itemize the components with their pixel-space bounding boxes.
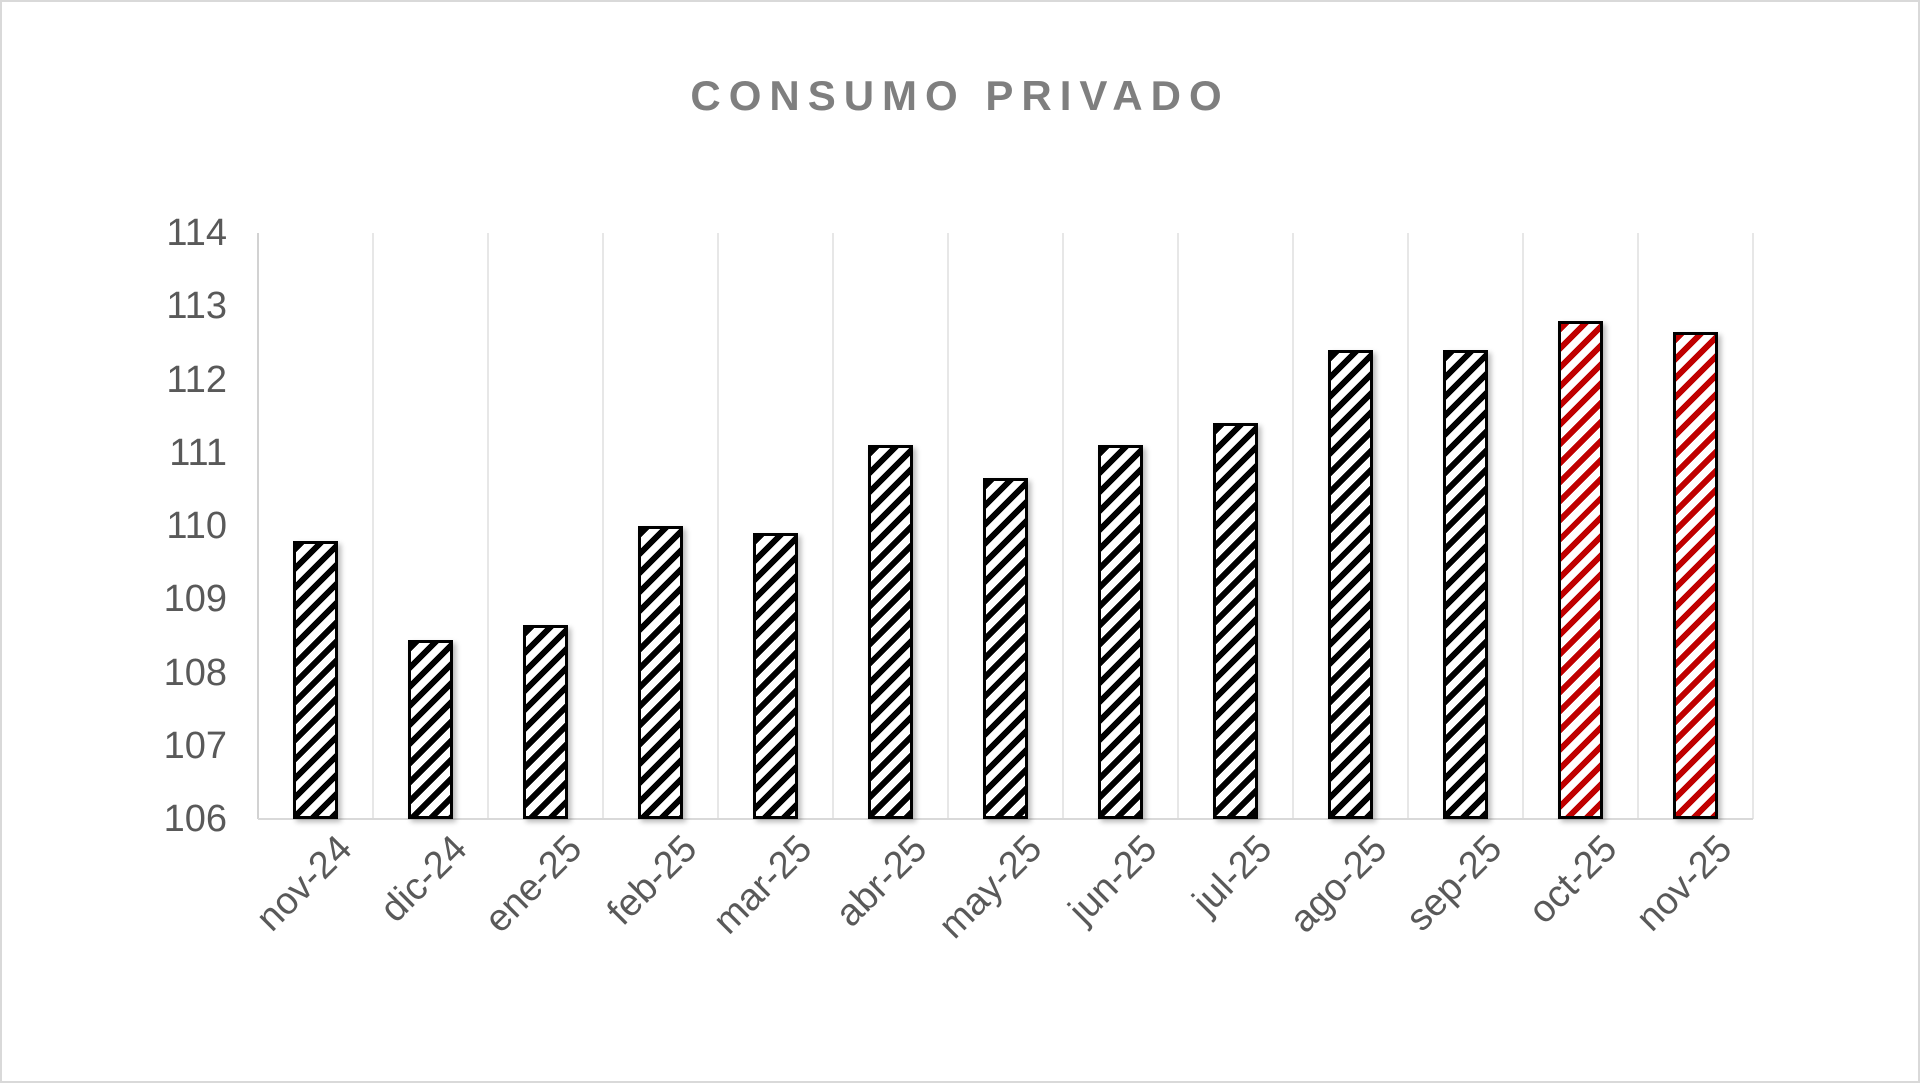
x-axis-label: ago-25 <box>1281 827 1395 941</box>
x-axis-label: abr-25 <box>827 827 935 935</box>
x-axis-label: oct-25 <box>1520 827 1625 932</box>
gridline <box>487 233 489 819</box>
y-axis-tick-label: 106 <box>163 798 227 840</box>
x-axis-label: mar-25 <box>704 827 820 943</box>
x-axis-label: nov-25 <box>1627 827 1740 940</box>
gridline <box>1062 233 1064 819</box>
gridline <box>717 233 719 819</box>
gridline <box>1522 233 1524 819</box>
y-axis-tick-label: 113 <box>166 285 227 328</box>
gridline <box>602 233 604 819</box>
y-axis-tick-label: 109 <box>163 578 227 621</box>
gridline <box>1752 233 1754 819</box>
bar[interactable] <box>638 526 683 819</box>
y-axis-line <box>257 233 259 819</box>
y-axis-tick-label: 108 <box>163 651 227 694</box>
x-axis-label: may-25 <box>930 827 1050 947</box>
y-axis-tick-label: 111 <box>169 431 227 474</box>
gridline <box>1407 233 1409 819</box>
gridline <box>1292 233 1294 819</box>
bar[interactable] <box>753 533 798 819</box>
gridline <box>947 233 949 819</box>
x-axis-label: sep-25 <box>1397 827 1510 940</box>
bar[interactable] <box>1213 423 1258 819</box>
bar[interactable] <box>983 478 1028 819</box>
bar[interactable] <box>1443 350 1488 819</box>
x-axis-line <box>258 818 1753 820</box>
x-axis-label: jul-25 <box>1184 827 1280 924</box>
x-axis-label: feb-25 <box>598 827 705 934</box>
bar[interactable] <box>523 624 568 819</box>
bar[interactable] <box>1673 331 1718 819</box>
x-axis-label: dic-24 <box>371 827 475 931</box>
bar[interactable] <box>868 445 913 819</box>
plot-area <box>257 233 1754 820</box>
bar[interactable] <box>1558 320 1603 819</box>
chart-title: CONSUMO PRIVADO <box>690 72 1230 119</box>
x-axis-label: ene-25 <box>476 827 590 941</box>
bar[interactable] <box>293 540 338 819</box>
gridline <box>372 233 374 819</box>
bar[interactable] <box>1328 350 1373 819</box>
y-axis-tick-label: 114 <box>166 212 227 254</box>
y-axis-tick-label: 112 <box>166 358 227 401</box>
x-axis-label: nov-24 <box>247 827 360 940</box>
bar[interactable] <box>408 639 453 819</box>
x-axis-label: jun-25 <box>1060 827 1165 932</box>
gridline <box>832 233 834 819</box>
gridline <box>1637 233 1639 819</box>
y-axis-tick-label: 107 <box>163 724 227 767</box>
bar[interactable] <box>1098 445 1143 819</box>
gridline <box>1177 233 1179 819</box>
y-axis-tick-label: 110 <box>166 505 227 547</box>
